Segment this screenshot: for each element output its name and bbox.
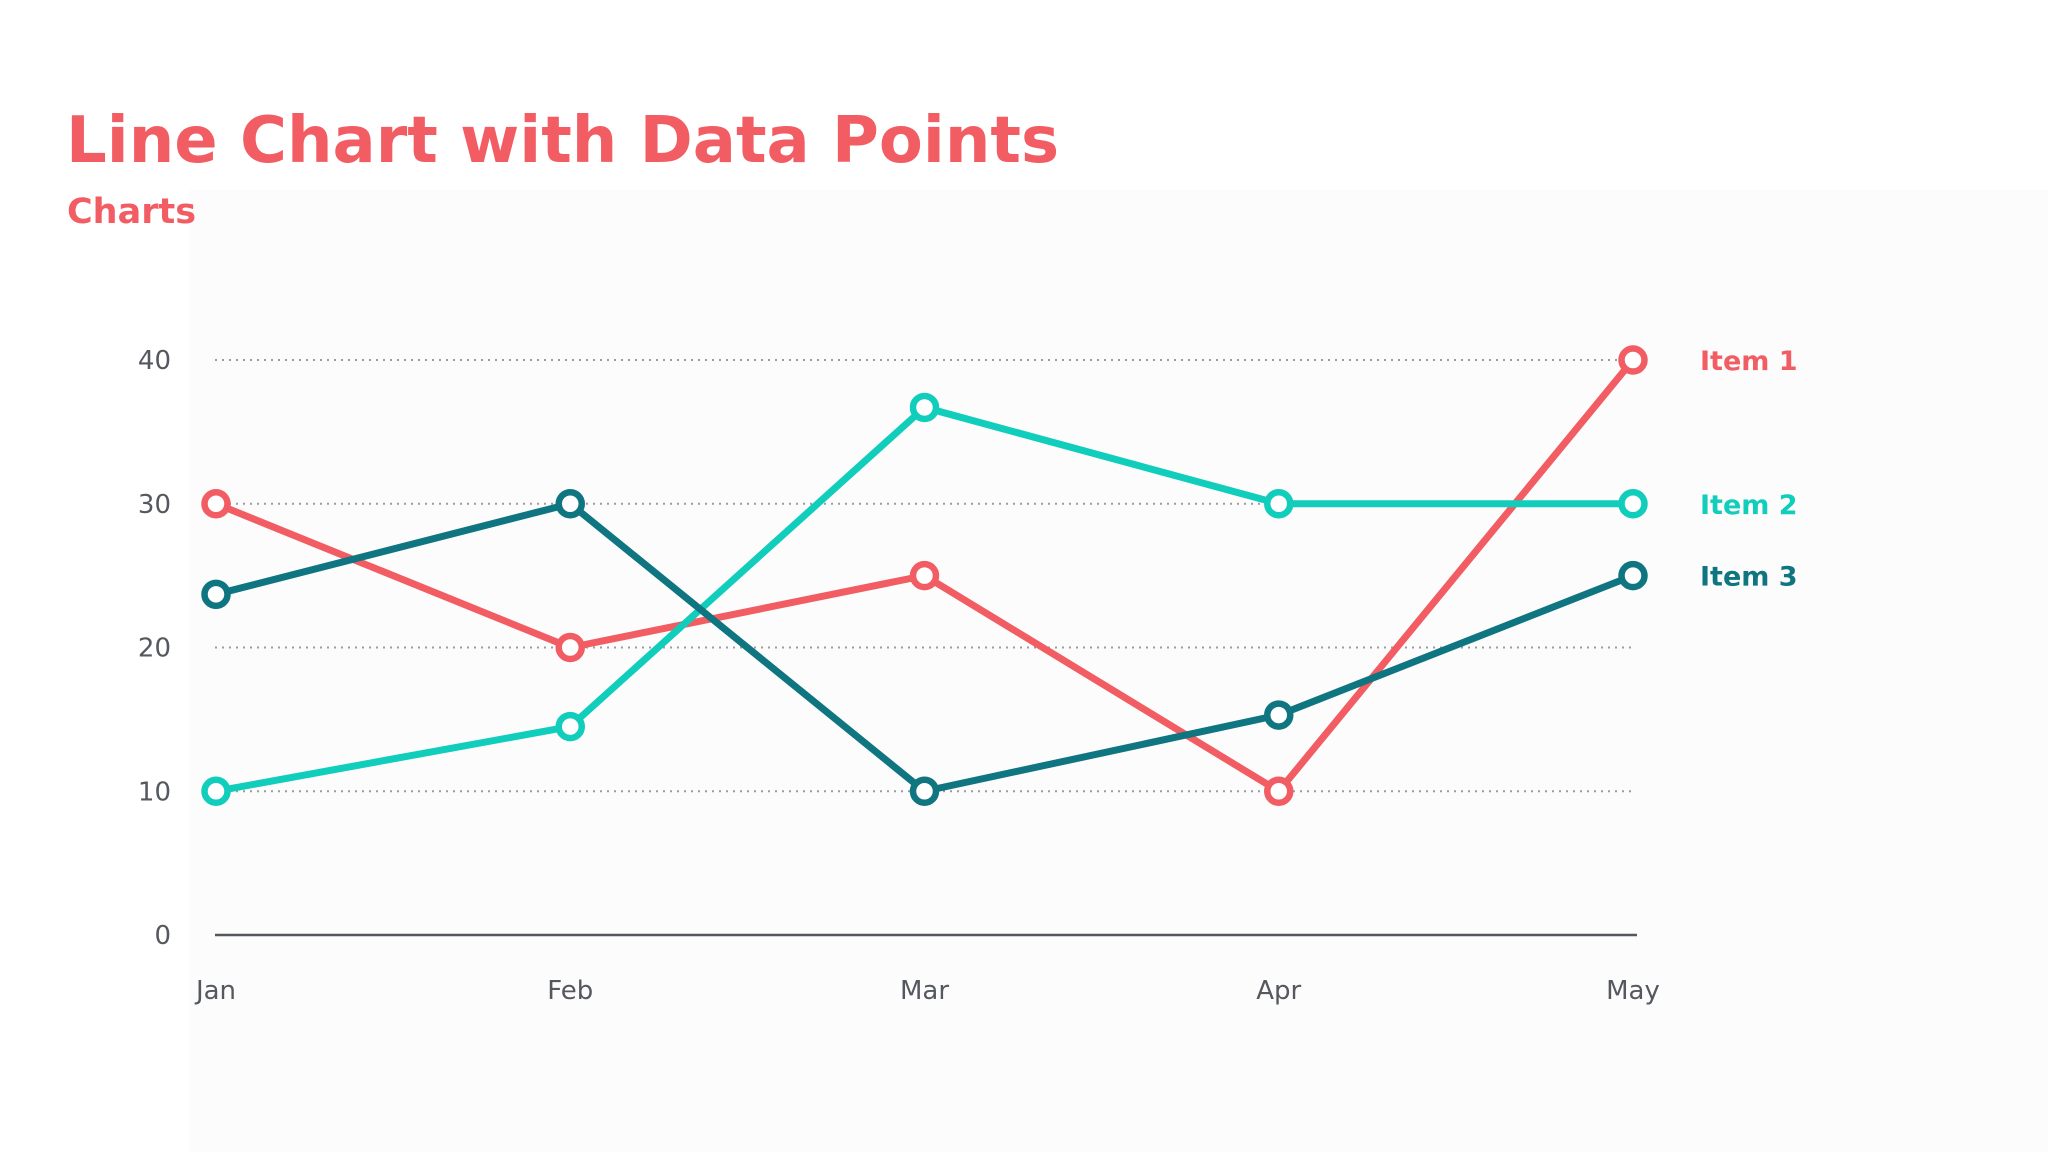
chart-subtitle: Charts: [67, 192, 197, 232]
chart-background-panel: [190, 190, 2048, 1152]
legend-label-series-3: Item 3: [1700, 562, 1798, 593]
data-point-series-1: [201, 489, 231, 519]
legend-label-series-1: Item 1: [1700, 346, 1798, 377]
data-point-series-3: [909, 776, 940, 806]
data-point-series-2: [909, 392, 940, 423]
data-point-series-2: [1618, 489, 1648, 519]
x-tick-label: Mar: [900, 976, 949, 1006]
data-point-series-2: [555, 711, 585, 742]
legend: Item 1 Item 2 Item 3: [1700, 346, 1798, 593]
data-point-series-1: [1618, 345, 1648, 375]
data-point-series-3: [1264, 700, 1294, 730]
x-tick-label: Apr: [1256, 976, 1301, 1006]
y-tick-label: 40: [138, 346, 171, 376]
x-tick-label: May: [1606, 976, 1660, 1006]
data-points: [201, 345, 1648, 806]
data-point-series-1: [1264, 776, 1294, 806]
chart-title: Line Chart with Data Points: [66, 104, 1060, 178]
data-point-series-3: [1618, 560, 1648, 591]
series-line-2: [212, 403, 1637, 795]
data-point-series-3: [555, 489, 585, 519]
x-tick-label: Jan: [194, 976, 236, 1006]
data-point-series-2: [1264, 489, 1294, 519]
y-tick-label: 0: [154, 921, 171, 951]
data-point-series-1: [909, 560, 940, 591]
x-tick-label: Feb: [547, 976, 593, 1006]
y-tick-label: 30: [138, 490, 171, 520]
axes: 0 10 20 30 40 Jan Feb Mar Apr May: [138, 346, 1660, 1006]
data-point-series-3: [201, 579, 231, 610]
legend-label-series-2: Item 2: [1700, 490, 1798, 521]
y-tick-label: 20: [138, 634, 171, 664]
data-point-series-2: [201, 776, 231, 806]
y-tick-label: 10: [138, 777, 171, 807]
data-point-series-1: [555, 632, 585, 663]
